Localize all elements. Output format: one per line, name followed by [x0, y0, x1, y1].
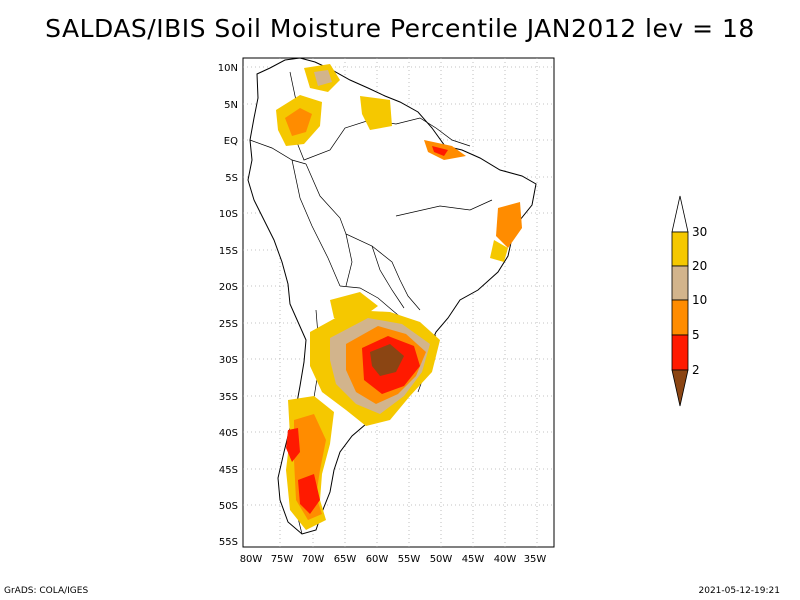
region-venezuela-core: [314, 70, 332, 86]
region-north-andes-core: [285, 108, 312, 136]
lon-label: 70W: [302, 554, 325, 565]
lon-label: 45W: [462, 554, 485, 565]
lon-labels: 80W 75W 70W 65W 60W 55W 50W 45W 40W 35W: [240, 554, 547, 565]
map-title: SALDAS/IBIS Soil Moisture Percentile JAN…: [45, 14, 755, 43]
lat-label: 15S: [219, 246, 238, 257]
region-guiana: [360, 96, 392, 130]
region-bahia-light: [490, 240, 508, 262]
lon-label: 35W: [524, 554, 547, 565]
legend-swatch-5-10: [671, 299, 689, 336]
plot-frame: [242, 57, 555, 548]
lat-label: 10N: [218, 63, 238, 74]
footer-credit: GrADS: COLA/IGES: [4, 586, 89, 596]
region-patagonia-red: [298, 474, 320, 514]
lat-label: 55S: [219, 537, 238, 548]
region-la-plata-brown: [370, 344, 404, 376]
lat-label: 35S: [219, 392, 238, 403]
lat-labels: 10N 5N EQ 5S 10S 15S 20S 25S 30S 35S 40S…: [218, 63, 238, 548]
lon-label: 65W: [334, 554, 357, 565]
legend-swatch-2-5: [671, 334, 689, 371]
lat-label: 5S: [225, 173, 238, 184]
region-patagonia-chile: [286, 428, 300, 462]
lat-label: EQ: [224, 136, 238, 147]
lon-label: 60W: [366, 554, 389, 565]
legend-swatch-above30: [671, 195, 689, 233]
lat-label: 45S: [219, 465, 238, 476]
lat-label: 30S: [219, 355, 238, 366]
lat-label: 10S: [219, 209, 238, 220]
legend-swatch-20-30: [671, 231, 689, 267]
lon-label: 50W: [430, 554, 453, 565]
legend-swatch-below2: [671, 369, 689, 407]
lon-label: 75W: [271, 554, 294, 565]
legend-label-2: 2: [692, 363, 700, 377]
moisture-fill: [276, 64, 522, 530]
region-bahia: [496, 202, 522, 248]
legend-label-30: 30: [692, 225, 707, 239]
color-legend: 30 20 10 5 2: [671, 195, 707, 407]
lat-label: 50S: [219, 501, 238, 512]
legend-swatch-10-20: [671, 265, 689, 301]
lon-label: 40W: [494, 554, 517, 565]
legend-label-5: 5: [692, 328, 700, 342]
lat-label: 40S: [219, 428, 238, 439]
legend-label-20: 20: [692, 259, 707, 273]
legend-label-10: 10: [692, 293, 707, 307]
lat-label: 20S: [219, 282, 238, 293]
lat-label: 5N: [224, 100, 238, 111]
region-amapa-core: [432, 146, 448, 156]
lon-label: 80W: [240, 554, 263, 565]
lon-label: 55W: [398, 554, 421, 565]
lat-label: 25S: [219, 319, 238, 330]
footer-timestamp: 2021-05-12-19:21: [698, 586, 781, 596]
